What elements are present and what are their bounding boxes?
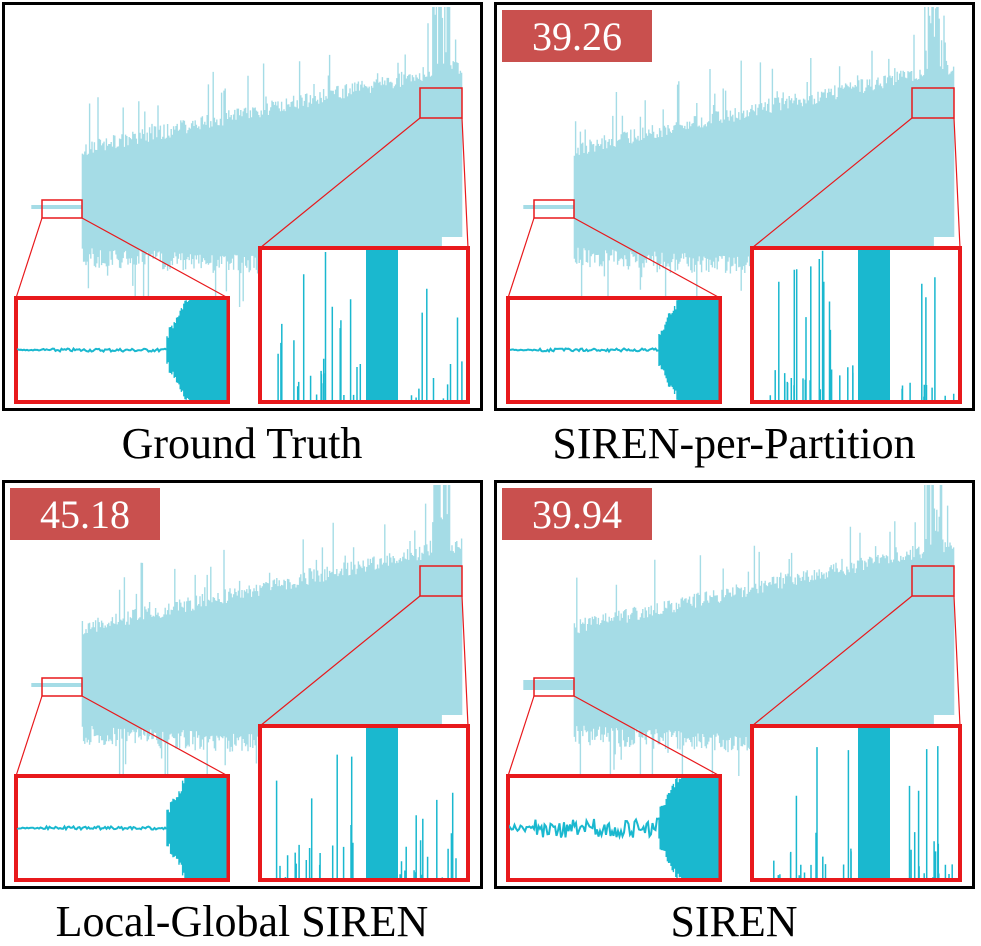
waveform — [31, 7, 463, 307]
zoom-box — [911, 565, 955, 597]
inset-block — [858, 728, 890, 878]
zoom-box — [533, 677, 575, 697]
connector — [507, 117, 961, 299]
inset-block — [166, 300, 227, 400]
connector — [507, 595, 961, 777]
inset-trace — [17, 346, 168, 354]
waveform — [523, 7, 955, 307]
inset-spikes — [277, 252, 463, 400]
score: 39.26 — [532, 14, 622, 59]
caption: Local-Global SIREN — [56, 897, 429, 946]
zoom-box — [419, 87, 463, 119]
caption: SIREN-per-Partition — [552, 419, 915, 468]
score-badge — [10, 488, 160, 540]
inset — [750, 724, 962, 882]
panel: 39.94 — [494, 480, 975, 889]
waveform — [523, 485, 955, 785]
inset-block — [858, 250, 890, 400]
score-badge — [502, 488, 652, 540]
inset-spikes — [769, 250, 955, 400]
inset-block — [166, 778, 227, 878]
score: 39.94 — [532, 492, 622, 537]
zoom-box — [41, 199, 83, 219]
inset — [258, 246, 470, 404]
zoom-box — [533, 199, 575, 219]
score: 45.18 — [40, 492, 130, 537]
inset-spikes — [275, 754, 457, 878]
connector — [15, 117, 469, 299]
panel: 39.26 — [494, 2, 975, 411]
inset-block — [658, 778, 719, 878]
connector — [15, 595, 469, 777]
panel: 45.18 — [2, 480, 483, 889]
waveform — [31, 485, 463, 785]
caption: Ground Truth — [122, 419, 363, 468]
inset-block — [658, 300, 719, 400]
inset-trace — [17, 824, 168, 832]
caption: SIREN — [670, 897, 797, 946]
inset — [750, 246, 962, 404]
score-badge — [502, 10, 652, 62]
inset-spikes — [773, 746, 953, 878]
inset-block — [366, 728, 398, 878]
inset-trace — [509, 347, 659, 354]
zoom-box — [911, 87, 955, 119]
panel — [2, 2, 483, 411]
inset-trace — [509, 817, 659, 841]
zoom-box — [41, 677, 83, 697]
zoom-box — [419, 565, 463, 597]
inset-block — [366, 250, 398, 400]
